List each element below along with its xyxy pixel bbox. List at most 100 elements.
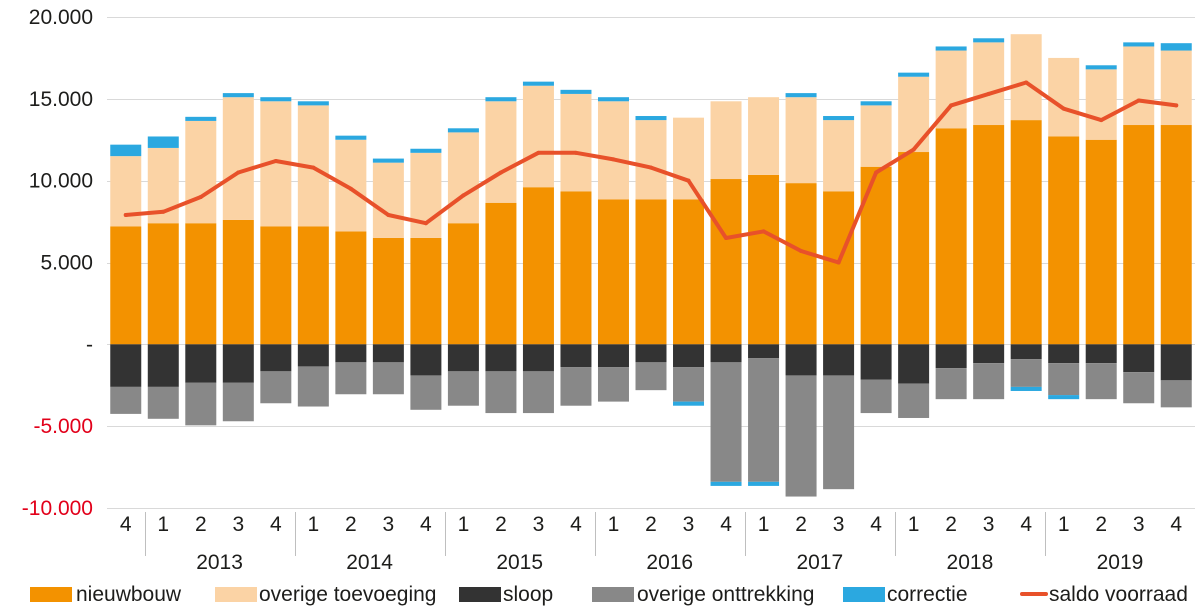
- point-saldo-voorraad: [799, 249, 804, 254]
- x-quarter-label: 1: [157, 513, 169, 536]
- bar-overige-toevoeging: [560, 93, 592, 192]
- bar-stack: [785, 93, 817, 497]
- bar-overige-onttrekking: [297, 366, 329, 407]
- bar-overige-onttrekking: [785, 375, 817, 497]
- bar-overige-onttrekking: [222, 382, 254, 422]
- bar-correctie: [297, 101, 329, 106]
- point-saldo-voorraad: [949, 103, 954, 108]
- x-quarter-label: 4: [1170, 513, 1182, 536]
- point-saldo-voorraad: [273, 159, 278, 164]
- x-quarter-label: 1: [608, 513, 620, 536]
- bar-correctie: [1123, 42, 1155, 47]
- bar-sloop: [372, 344, 404, 363]
- bar-stack: [898, 72, 930, 418]
- x-axis: 4 1 2 3 4 1 2 3 4 1 2 3 4 1 2 3 4 1 2 3 4 1 2 3 4 1 2 3 4 2013 2014 201…: [120, 512, 1182, 574]
- legend-label: nieuwbouw: [76, 583, 182, 606]
- bar-sloop: [1123, 344, 1155, 373]
- bar-overige-onttrekking: [110, 386, 142, 414]
- bar-nieuwbouw: [110, 226, 142, 345]
- bar-overige-toevoeging: [860, 105, 892, 167]
- bar-stack: [597, 97, 629, 402]
- bar-overige-toevoeging: [1048, 57, 1080, 137]
- point-saldo-voorraad: [386, 213, 391, 218]
- bar-stack: [185, 116, 217, 426]
- bar-correctie: [973, 38, 1005, 43]
- bar-overige-onttrekking: [1048, 363, 1080, 396]
- bar-nieuwbouw: [1010, 120, 1042, 345]
- bar-overige-onttrekking: [1160, 380, 1192, 408]
- bar-stack: [823, 116, 855, 490]
- bar-correctie: [147, 136, 179, 148]
- x-quarter-label: 4: [1020, 513, 1032, 536]
- bar-overige-toevoeging: [335, 139, 367, 232]
- bar-overige-onttrekking: [485, 371, 517, 414]
- x-year-label: 2015: [496, 551, 543, 574]
- bar-sloop: [710, 344, 742, 363]
- x-quarter-label: 2: [495, 513, 507, 536]
- x-quarter-label: 2: [645, 513, 657, 536]
- bar-overige-toevoeging: [673, 117, 705, 200]
- x-quarter-label: 2: [795, 513, 807, 536]
- bar-correctie: [260, 97, 292, 102]
- bar-nieuwbouw: [222, 219, 254, 345]
- bar-nieuwbouw: [785, 183, 817, 345]
- bar-stack: [410, 148, 442, 410]
- y-tick-label: 10.000: [29, 170, 93, 193]
- point-saldo-voorraad: [198, 195, 203, 200]
- y-axis: 20.000 15.000 10.000 5.000 - -5.000 -10.000: [22, 6, 93, 520]
- point-saldo-voorraad: [461, 193, 466, 198]
- x-quarter-label: 2: [195, 513, 207, 536]
- bar-overige-onttrekking: [147, 386, 179, 419]
- legend-label: sloop: [503, 583, 553, 606]
- bar-correctie: [710, 481, 742, 486]
- x-quarter-label: 4: [270, 513, 282, 536]
- point-saldo-voorraad: [874, 170, 879, 175]
- bar-sloop: [597, 344, 629, 368]
- bar-correctie: [860, 101, 892, 106]
- x-year-label: 2019: [1097, 551, 1144, 574]
- point-saldo-voorraad: [498, 170, 503, 175]
- bar-sloop: [560, 344, 592, 368]
- bar-nieuwbouw: [823, 191, 855, 345]
- bar-correctie: [372, 158, 404, 163]
- x-quarter-label: 1: [908, 513, 920, 536]
- bar-nieuwbouw: [935, 128, 967, 345]
- bar-overige-onttrekking: [260, 371, 292, 404]
- bar-nieuwbouw: [522, 187, 554, 345]
- x-year-label: 2013: [196, 551, 243, 574]
- legend-item-saldo-voorraad: saldo voorraad: [1020, 583, 1188, 606]
- point-saldo-voorraad: [1061, 106, 1066, 111]
- bar-overige-onttrekking: [973, 363, 1005, 400]
- bar-sloop: [1085, 344, 1117, 364]
- bar-nieuwbouw: [260, 226, 292, 345]
- x-quarter-label: 4: [870, 513, 882, 536]
- x-quarter-label: 2: [345, 513, 357, 536]
- x-quarter-label: 3: [383, 513, 395, 536]
- bar-stack: [260, 97, 292, 404]
- bar-correctie: [597, 97, 629, 102]
- bar-overige-onttrekking: [860, 379, 892, 414]
- bar-overige-onttrekking: [560, 367, 592, 406]
- point-saldo-voorraad: [311, 165, 316, 170]
- bar-overige-onttrekking: [898, 383, 930, 418]
- bar-correctie: [635, 116, 667, 121]
- bar-correctie: [748, 481, 780, 486]
- bar-nieuwbouw: [447, 223, 479, 345]
- bar-nieuwbouw: [635, 199, 667, 345]
- bar-stack: [748, 97, 780, 486]
- bar-stack: [335, 135, 367, 395]
- legend-swatch: [215, 587, 257, 602]
- legend-label: saldo voorraad: [1049, 583, 1188, 606]
- bar-sloop: [410, 344, 442, 376]
- point-saldo-voorraad: [161, 209, 166, 214]
- bar-stack: [1010, 34, 1042, 391]
- point-saldo-voorraad: [423, 221, 428, 226]
- point-saldo-voorraad: [911, 147, 916, 152]
- bar-nieuwbouw: [597, 199, 629, 345]
- legend-item-sloop: sloop: [459, 583, 553, 606]
- bar-stack: [635, 116, 667, 391]
- bar-sloop: [823, 344, 855, 376]
- point-saldo-voorraad: [236, 170, 241, 175]
- bar-overige-toevoeging: [185, 120, 217, 224]
- bar-overige-onttrekking: [335, 362, 367, 395]
